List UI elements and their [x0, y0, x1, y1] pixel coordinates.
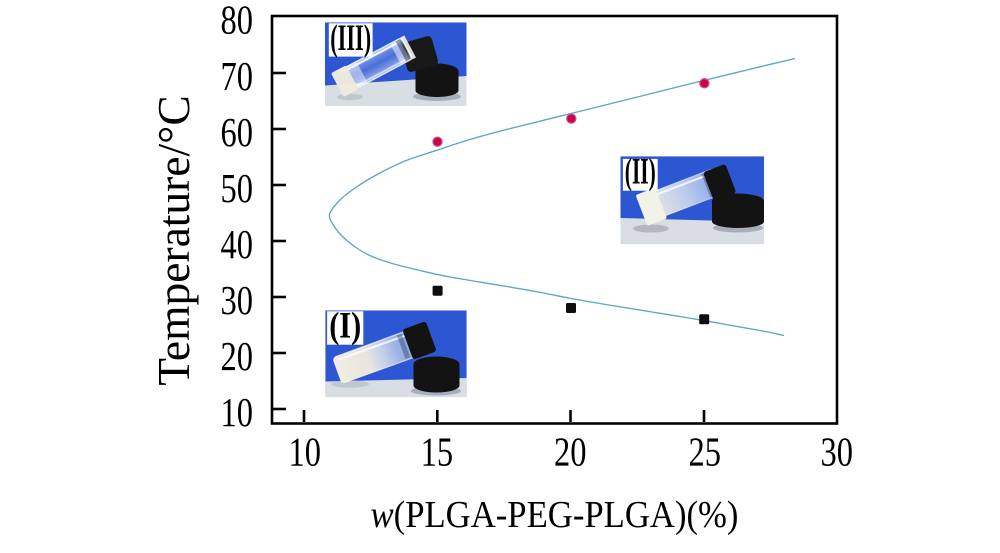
svg-text:w(PLGA-PEG-PLGA)(%): w(PLGA-PEG-PLGA)(%) — [371, 494, 739, 536]
svg-text:20: 20 — [221, 333, 254, 379]
svg-text:Temperature/°C: Temperature/°C — [148, 95, 199, 385]
svg-text:(II): (II) — [625, 150, 656, 191]
svg-text:70: 70 — [221, 53, 254, 99]
svg-text:25: 25 — [688, 429, 721, 475]
svg-text:10: 10 — [289, 429, 322, 475]
svg-text:(I): (I) — [329, 305, 361, 346]
svg-text:50: 50 — [221, 165, 254, 211]
svg-text:10: 10 — [221, 389, 254, 435]
svg-text:15: 15 — [421, 429, 454, 475]
svg-text:30: 30 — [821, 429, 854, 475]
svg-text:40: 40 — [221, 221, 254, 267]
svg-text:20: 20 — [554, 429, 587, 475]
svg-text:60: 60 — [221, 109, 254, 155]
svg-text:30: 30 — [221, 277, 254, 323]
svg-text:(III): (III) — [330, 17, 371, 58]
svg-text:80: 80 — [221, 0, 254, 43]
